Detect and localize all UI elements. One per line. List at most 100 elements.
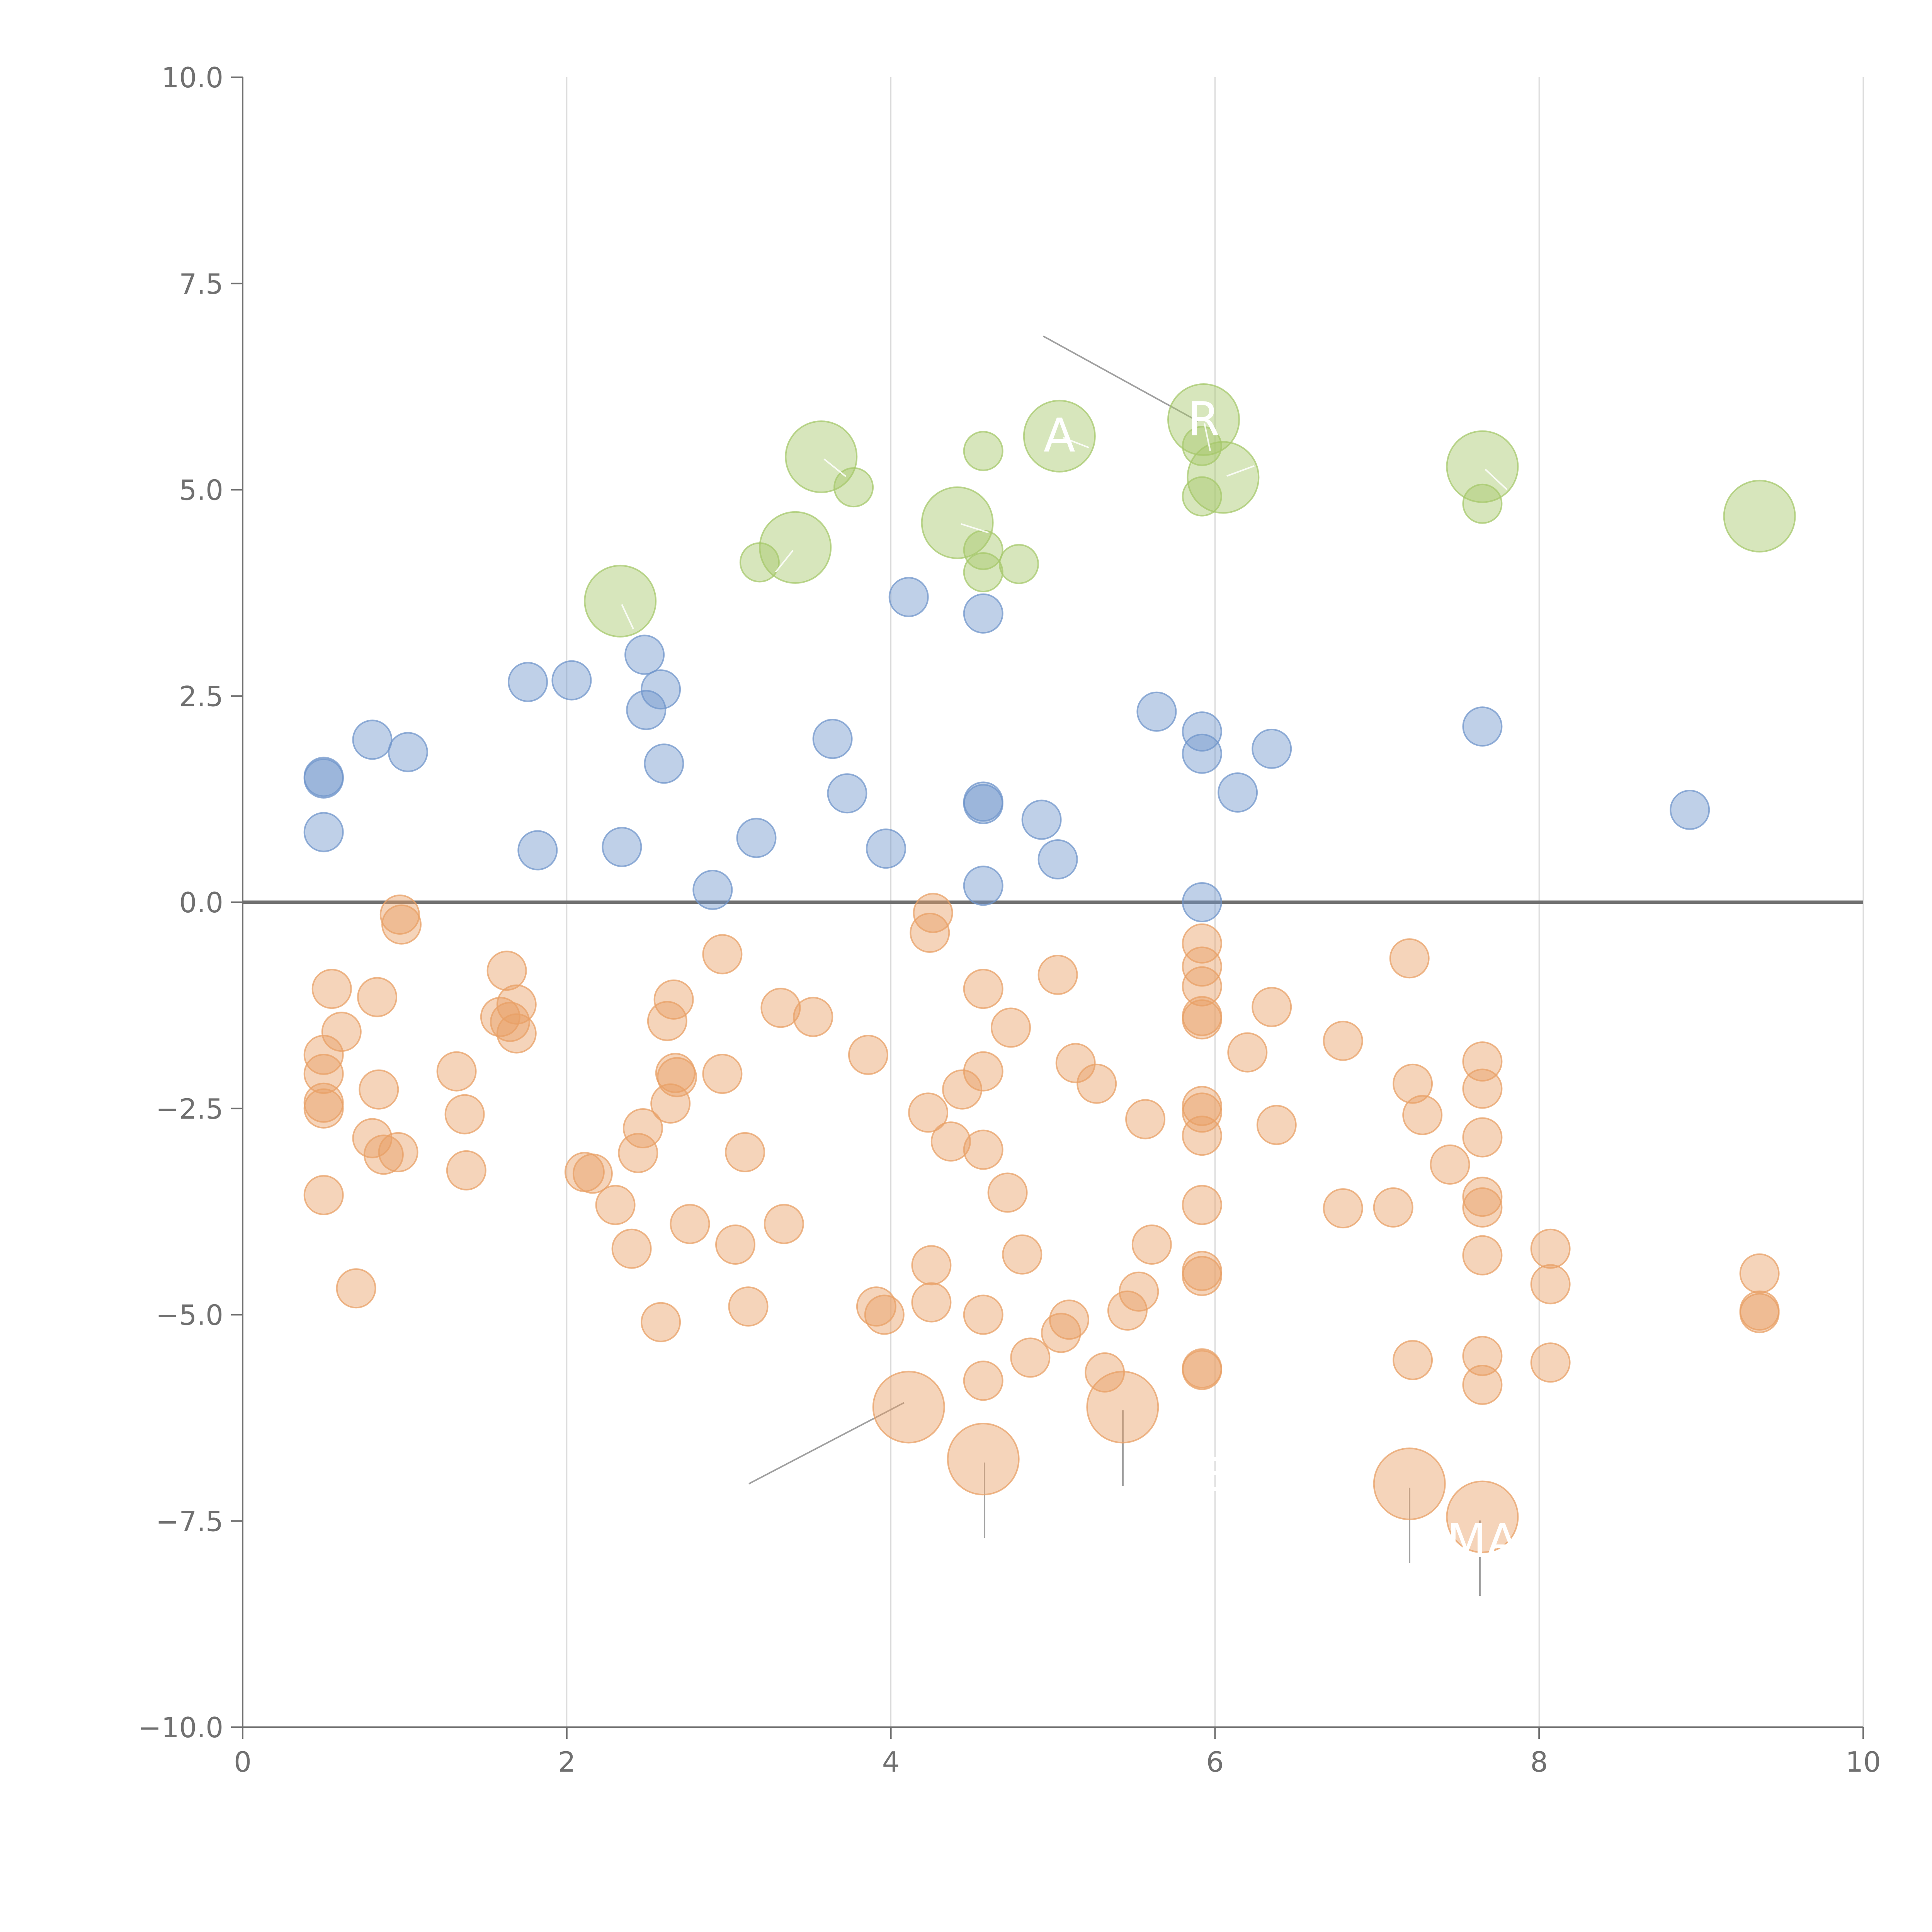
y-tick-label: −5.0 [156,1299,223,1332]
data-point-green [833,467,874,508]
data-point-blue [888,577,929,617]
data-point-orange [496,984,537,1025]
data-point-orange [1256,1105,1297,1145]
data-point-orange [1182,1092,1222,1133]
data-point-orange [1002,1234,1043,1275]
data-point-orange [1402,1095,1443,1135]
data-point-orange [848,1035,888,1075]
data-point-blue [963,784,1003,824]
y-tick-label: 5.0 [179,474,223,507]
data-point-orange [595,1185,636,1225]
bubble-inner-tick [1204,423,1211,451]
y-tick-label: −10.0 [138,1711,223,1744]
data-point-orange [942,1069,983,1110]
data-point-orange [715,1225,755,1265]
data-point-orange [1227,1032,1268,1073]
data-point-orange [1373,1447,1446,1520]
data-point-orange [311,969,352,1009]
data-point-orange [490,1002,530,1042]
data-point-orange [336,1268,376,1309]
data-point-green [1187,441,1260,514]
data-point-orange [1430,1144,1470,1185]
data-point-orange [1085,1352,1125,1393]
data-point-blue [1462,706,1503,747]
data-point-orange [987,1172,1028,1213]
data-point-green [963,431,1003,471]
data-point-orange [1462,1187,1503,1228]
data-point-orange [1086,1371,1159,1444]
data-point-orange [1182,1256,1222,1296]
data-point-orange [1462,1365,1503,1405]
x-tick-label: 4 [882,1746,900,1778]
data-point-orange [1182,1185,1222,1225]
data-point-blue [812,719,853,759]
data-point-orange [1462,1235,1503,1276]
data-point-blue [866,828,906,869]
data-point-blue [1218,772,1258,813]
data-point-orange [618,1133,658,1173]
data-point-orange [760,988,801,1028]
data-point-orange [911,1245,952,1286]
data-point-orange [963,969,1003,1009]
data-point-orange [655,1053,696,1093]
data-point-orange [1119,1271,1159,1312]
data-point-orange [1739,1253,1780,1294]
data-point-orange [856,1286,896,1327]
data-point-orange [1739,1293,1780,1333]
data-point-orange [321,1012,362,1052]
data-point-blue [388,732,428,772]
data-point-orange [1077,1063,1117,1104]
data-points [303,383,1796,1553]
data-point-green [998,544,1039,584]
y-tick-label: 0.0 [179,886,223,919]
data-point-blue [303,758,344,799]
data-point-blue [517,830,558,871]
data-point-green [963,552,1003,592]
data-point-orange [1389,938,1430,979]
data-point-blue [602,827,642,867]
data-point-orange [1182,999,1222,1040]
data-point-blue [352,719,393,760]
data-point-green [759,511,832,584]
data-point-green [921,486,994,559]
x-axis-ticks: 0 2 4 6 8 10 [234,1727,1881,1778]
data-point-orange [702,934,743,975]
data-point-orange [303,1088,344,1129]
data-point-orange [1323,1020,1363,1061]
data-point-orange [702,1054,743,1094]
data-point-orange [611,1228,652,1269]
bubble-inner-tick [1063,437,1090,449]
data-point-orange [436,1051,477,1092]
y-tick-label: 10.0 [162,61,223,94]
data-point-orange [379,895,420,935]
data-point-orange [930,1121,971,1162]
data-point-green [1446,430,1519,503]
data-point-orange [303,1082,344,1123]
data-point-orange [1462,1336,1503,1376]
data-point-blue [1670,789,1710,830]
data-point-orange [947,1423,1020,1496]
data-point-orange [963,1129,1003,1170]
data-point-orange [963,1361,1003,1401]
data-point-orange [1462,1177,1503,1217]
data-point-orange [1252,987,1292,1027]
data-point-green [1723,480,1796,553]
data-point-orange [641,1302,681,1342]
point-label: R [1187,393,1219,446]
data-point-green [1023,400,1096,473]
data-point-orange [657,1057,697,1097]
data-point-blue [1182,882,1222,922]
bubble-inner-tick [775,550,794,573]
data-point-orange [1182,923,1222,964]
data-point-orange [1049,1299,1089,1340]
data-point-blue [626,690,667,730]
data-point-green [1182,476,1222,517]
point-labels: A R E MA [1044,393,1518,1568]
data-point-blue [1182,733,1222,774]
data-point-orange [1530,1342,1571,1383]
x-tick-label: 0 [234,1746,252,1778]
data-point-green [1167,383,1240,456]
data-point-orange [357,977,398,1017]
data-point-orange [650,1083,691,1124]
data-point-orange [1037,954,1078,995]
